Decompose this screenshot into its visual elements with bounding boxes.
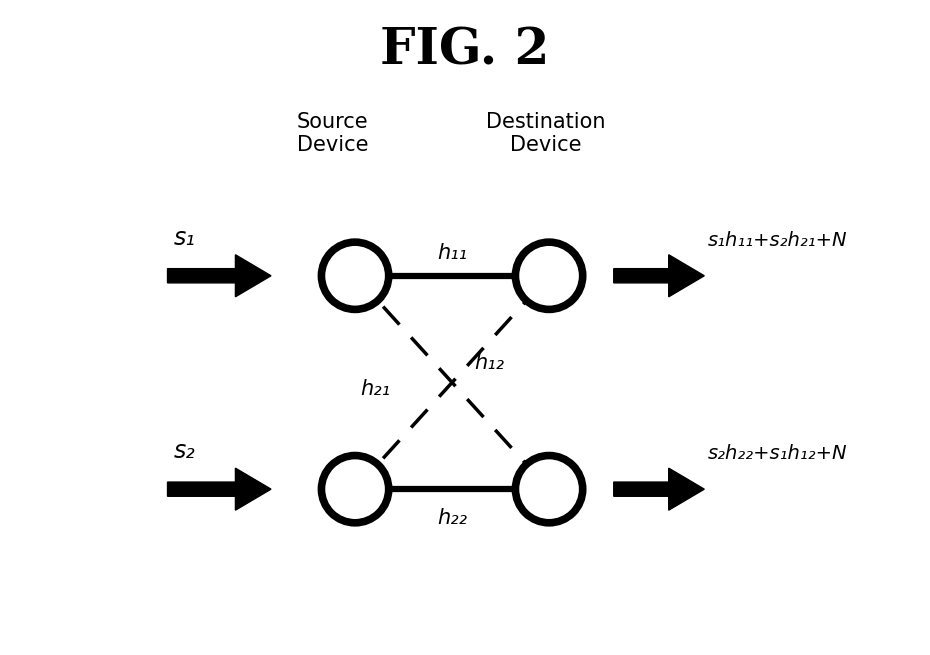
Text: FIG. 2: FIG. 2 bbox=[380, 27, 550, 76]
Circle shape bbox=[515, 455, 583, 523]
Circle shape bbox=[515, 242, 583, 309]
Circle shape bbox=[322, 455, 389, 523]
Text: Destination
Device: Destination Device bbox=[486, 112, 605, 155]
Text: h₁₂: h₁₂ bbox=[474, 353, 505, 373]
FancyArrow shape bbox=[167, 255, 271, 297]
Text: h₁₁: h₁₁ bbox=[437, 243, 467, 263]
Text: s₂: s₂ bbox=[174, 440, 195, 463]
Text: h₂₁: h₂₁ bbox=[361, 379, 391, 399]
FancyArrow shape bbox=[614, 255, 704, 297]
Text: s₁h₁₁+s₂h₂₁+N: s₁h₁₁+s₂h₂₁+N bbox=[708, 231, 847, 250]
Text: h₂₂: h₂₂ bbox=[437, 508, 467, 529]
Circle shape bbox=[322, 242, 389, 309]
Text: s₁: s₁ bbox=[174, 226, 195, 250]
Text: Source
Device: Source Device bbox=[297, 112, 368, 155]
Text: s₂h₂₂+s₁h₁₂+N: s₂h₂₂+s₁h₁₂+N bbox=[708, 444, 847, 463]
FancyArrow shape bbox=[614, 468, 704, 510]
FancyArrow shape bbox=[167, 468, 271, 510]
